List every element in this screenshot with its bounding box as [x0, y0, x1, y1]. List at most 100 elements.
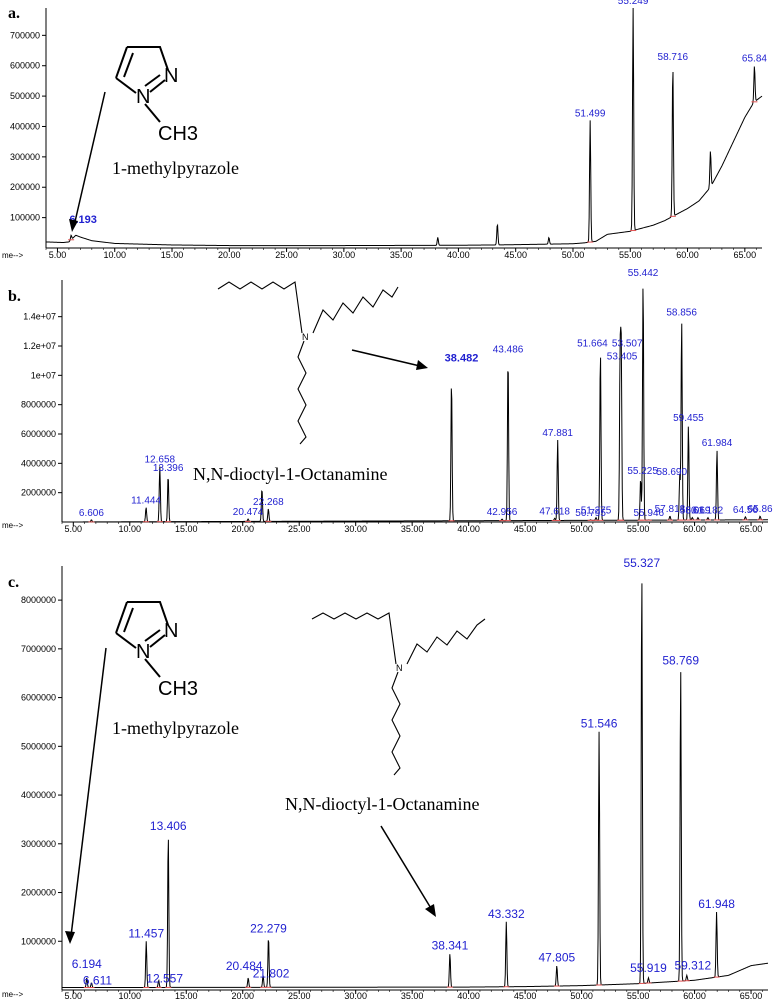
peak-label: 58.856: [666, 308, 697, 319]
peak-label: 12.658: [145, 454, 176, 465]
peak-label: 51.664: [577, 338, 608, 349]
x-tick-label: 55.00: [627, 991, 650, 1000]
x-tick-label: 20.00: [218, 250, 241, 260]
y-tick-label: 1000000: [21, 936, 56, 946]
y-tick-label: 6000000: [21, 693, 56, 703]
panel-c-trioctylamine-structure: N: [311, 612, 486, 776]
peak-label: 47.618: [539, 506, 570, 517]
peak-label: 12.557: [146, 971, 183, 985]
y-tick-label: 4000000: [21, 458, 56, 468]
x-tick-label: 45.00: [514, 524, 537, 534]
x-tick-label: 35.00: [401, 524, 424, 534]
peak-label: 6.194: [72, 957, 102, 971]
x-tick-label: 65.00: [734, 250, 757, 260]
panel-c-x-axis-name: me-->: [2, 990, 23, 999]
peak-label: 58.01: [680, 506, 705, 517]
panel-b: b. 5.00 10.00 15.00 20.00 25.00 30.00 35.00 40.…: [2, 268, 773, 534]
peak-label: 13.396: [153, 463, 184, 474]
panel-b-arrow: [351, 349, 428, 370]
x-tick-label: 65.00: [740, 524, 763, 534]
x-tick-label: 40.00: [447, 250, 470, 260]
y-tick-label: 1e+07: [31, 370, 56, 380]
panel-c-atom-n: N: [396, 663, 403, 673]
panel-a-trace: [45, 8, 763, 247]
peak-label: 55.327: [623, 556, 660, 570]
panel-a-compound-label: 1-methylpyrazole: [112, 158, 239, 178]
x-tick-label: 5.00: [49, 250, 67, 260]
x-tick-label: 30.00: [344, 991, 367, 1000]
panel-c: c. 5.00 10.00 15.00 20.00 25.00 30.00 35.00 40.…: [2, 556, 769, 1000]
peak-label: 42.956: [487, 507, 518, 518]
y-tick-label: 600000: [10, 61, 40, 71]
panel-c-atom-n-methyl: N: [136, 641, 150, 663]
peak-label: 51.275: [581, 506, 612, 517]
peak-label: 53.405: [607, 352, 638, 363]
x-tick-label: 50.00: [562, 250, 585, 260]
x-tick-label: 45.00: [514, 991, 537, 1000]
x-tick-label: 50.00: [570, 524, 593, 534]
x-tick-label: 5.00: [65, 991, 83, 1000]
chromatogram-trace: [62, 288, 768, 523]
x-tick-label: 20.00: [231, 991, 254, 1000]
panel-a-arrow: [69, 91, 106, 232]
panel-c-compound-label-2: N,N-dioctyl-1-Octanamine: [285, 794, 479, 814]
panel-c-methylpyrazole-structure: N N CH3: [115, 601, 198, 700]
x-tick-label: 35.00: [401, 991, 424, 1000]
y-tick-label: 4000000: [21, 790, 56, 800]
peak-label: 61.182: [693, 506, 724, 517]
x-tick-label: 25.00: [288, 524, 311, 534]
x-tick-label: 25.00: [288, 991, 311, 1000]
y-tick-label: 7000000: [21, 644, 56, 654]
panel-b-compound-label: N,N-dioctyl-1-Octanamine: [193, 464, 387, 484]
peak-label: 20.484: [226, 959, 263, 973]
y-tick-label: 1.2e+07: [23, 341, 56, 351]
peak-label: 65.84: [742, 54, 767, 65]
y-tick-label: 2000000: [21, 488, 56, 498]
peak-label: 55.249: [618, 0, 649, 7]
y-tick-label: 200000: [10, 182, 40, 192]
x-tick-label: 40.00: [457, 991, 480, 1000]
peak-label: 21.802: [253, 966, 290, 980]
panel-c-peak-labels: 6.194 6.611 11.457 12.557 13.406 20.48421.802…: [72, 556, 735, 988]
peak-label: 57.818: [655, 504, 686, 515]
peak-label: 11.444: [131, 495, 161, 506]
x-tick-label: 60.00: [683, 524, 706, 534]
x-tick-label: 60.00: [676, 250, 699, 260]
panel-a-atom-ch3: CH3: [158, 123, 198, 145]
panel-a-x-axis-name: me-->: [2, 251, 23, 260]
peak-label: 47.881: [542, 428, 573, 439]
panel-a-atom-n-top: N: [164, 65, 178, 87]
peak-label: 43.332: [488, 907, 525, 921]
x-tick-label: 40.00: [457, 524, 480, 534]
peak-label: 38.482: [445, 353, 479, 365]
peak-label: 59.455: [673, 413, 704, 424]
peak-label: 51.546: [581, 717, 618, 731]
peak-label: 58.690: [656, 467, 687, 478]
panel-b-trace: [62, 288, 768, 523]
panel-a-atom-n-methyl: N: [136, 86, 150, 108]
x-tick-label: 65.00: [740, 991, 763, 1000]
peak-label: 43.486: [493, 344, 524, 355]
peak-label: 53.507: [612, 338, 643, 349]
panel-a-methylpyrazole-structure: N N CH3: [115, 46, 198, 145]
panel-b-atom-n: N: [302, 332, 309, 342]
x-tick-label: 15.00: [161, 250, 184, 260]
peak-label: 22.279: [250, 921, 287, 935]
peak-label: 55.946: [633, 508, 664, 519]
y-tick-label: 3000000: [21, 839, 56, 849]
y-tick-label: 8000000: [21, 400, 56, 410]
y-tick-label: 300000: [10, 152, 40, 162]
x-tick-label: 35.00: [390, 250, 413, 260]
peak-label: 38.341: [432, 938, 469, 952]
panel-c-atom-n-top: N: [164, 620, 178, 642]
y-tick-label: 700000: [10, 30, 40, 40]
peak-label: 55.919: [630, 961, 667, 975]
peak-label: 64.56: [733, 505, 758, 516]
peak-label: 50.795: [575, 508, 606, 519]
x-tick-label: 15.00: [175, 524, 198, 534]
panel-c-trace: [62, 583, 769, 989]
x-tick-label: 55.00: [627, 524, 650, 534]
